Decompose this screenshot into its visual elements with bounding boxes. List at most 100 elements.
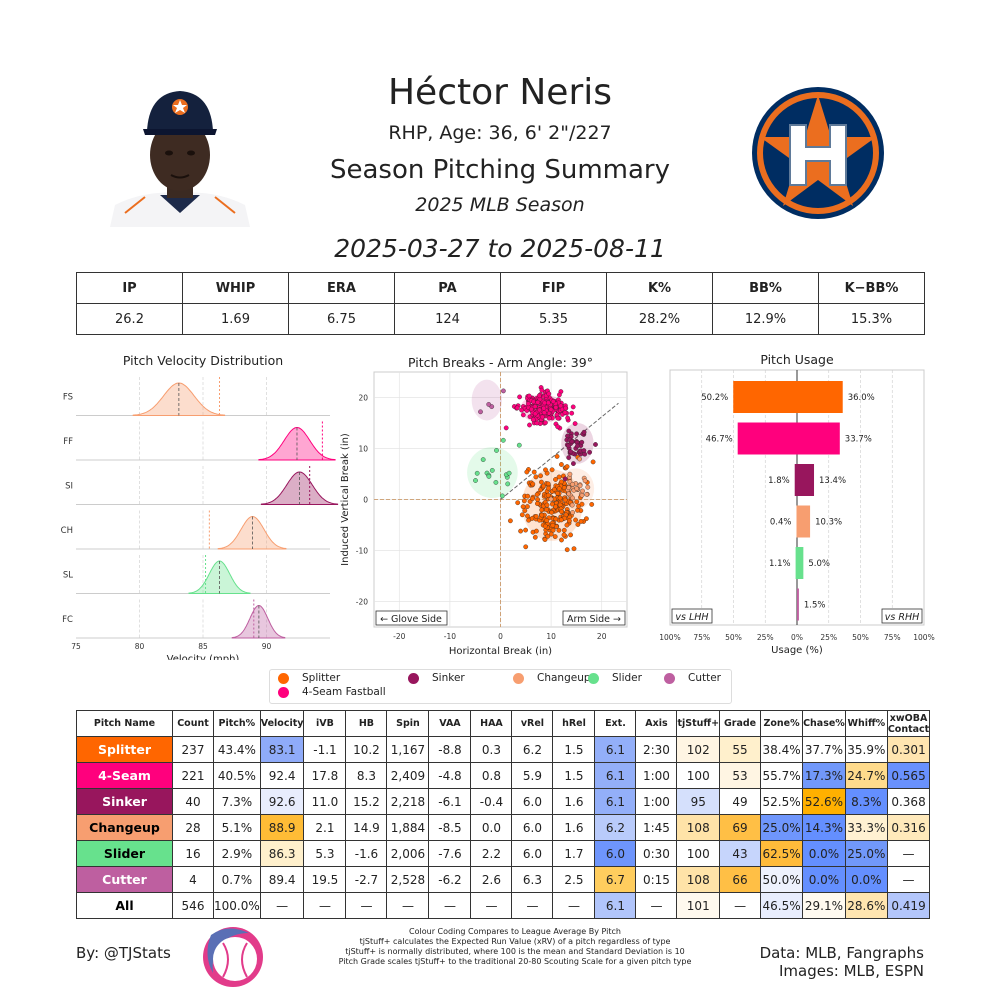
pitch-table-header: HB (345, 710, 388, 737)
usage-bar-rhh-Sinker (797, 464, 815, 496)
break-point-Splitter (549, 510, 555, 515)
break-point-Splitter (515, 500, 521, 506)
pitch-table-cell: — (719, 892, 762, 919)
rhh-label: vs RHH (885, 612, 919, 623)
pitch-table-cell: 2.5 (552, 866, 596, 893)
velocity-row-label: SI (65, 481, 73, 491)
pitch-table-cell: 40.5% (213, 762, 261, 789)
pitch-table-header: Whiff% (844, 710, 888, 737)
break-point-Slider (489, 468, 495, 473)
usage-label-rhh: 10.3% (815, 518, 842, 528)
break-point-Splitter (550, 522, 556, 528)
break-point-Splitter (508, 518, 513, 524)
velocity-row-label: CH (61, 526, 73, 536)
legend-swatch (278, 686, 289, 698)
velocity-tick-label: 80 (135, 642, 145, 651)
pitch-table-cell: 1.6 (552, 788, 596, 815)
pitch-table-cell: 0.0% (844, 866, 888, 893)
pitch-name-cell: All (76, 892, 173, 919)
pitch-table-cell: — (886, 866, 931, 893)
break-point-Splitter (542, 537, 548, 542)
author-credit: By: @TJStats (76, 944, 171, 962)
break-point-Splitter (544, 502, 550, 508)
footer-notes: Colour Coding Compares to League Average… (320, 927, 710, 967)
break-point-4-Seam (532, 404, 538, 409)
stat-header: IP (76, 272, 183, 304)
source-credits: Data: MLB, Fangraphs Images: MLB, ESPN (700, 944, 924, 980)
legend-item: Slider (588, 672, 642, 684)
break-point-Sinker (593, 442, 598, 447)
usage-bar-lhh-Splitter (733, 381, 797, 413)
break-point-Splitter (564, 547, 570, 553)
usage-axis-label: Usage (%) (771, 645, 823, 656)
pitch-table-cell: 24.7% (844, 762, 888, 789)
break-point-Splitter (550, 527, 556, 533)
legend-swatch (664, 672, 675, 684)
legend-item: 4-Seam Fastball (278, 686, 386, 698)
break-point-Changeup (584, 492, 590, 497)
usage-bar-rhh-Splitter (797, 381, 843, 413)
break-point-4-Seam (553, 405, 559, 410)
break-point-Splitter (568, 532, 573, 538)
pitch-name-cell: 4-Seam (76, 762, 173, 789)
stat-value: 15.3% (818, 303, 925, 335)
break-point-4-Seam (546, 415, 552, 421)
velocity-chart-title: Pitch Velocity Distribution (123, 353, 283, 368)
break-point-Sinker (569, 439, 575, 445)
tjstats-logo (203, 927, 263, 987)
pitch-table-cell: 35.9% (844, 736, 888, 763)
pitch-table-cell: — (552, 892, 596, 919)
usage-tick-label: 0% (791, 633, 803, 642)
usage-label-rhh: 36.0% (848, 393, 875, 403)
footer-note: tjStuff+ calculates the Expected Run Val… (359, 937, 671, 946)
break-y-tick: 20 (358, 394, 368, 403)
break-point-Changeup (567, 471, 573, 477)
break-point-Splitter (545, 481, 551, 487)
break-point-Splitter (553, 477, 558, 482)
pitch-break-chart: Pitch Breaks - Arm Angle: 39° -20 -10 0 10 20… (340, 355, 628, 657)
player-name: Héctor Neris (387, 72, 613, 113)
break-point-Splitter (533, 474, 539, 480)
break-point-4-Seam (529, 406, 534, 412)
pitch-table-row: Sinker 40 7.3% 92.6 11.0 15.2 2,218 -6.1 -0.4 6.0… (76, 788, 931, 815)
pitch-table-cell: 1.7 (552, 840, 596, 867)
break-point-Slider (474, 470, 480, 476)
stat-header: WHIP (182, 272, 289, 304)
pitch-table-cell: 108 (676, 814, 721, 841)
break-point-Splitter (556, 527, 562, 533)
break-point-Sinker (566, 455, 572, 460)
break-point-4-Seam (565, 415, 570, 421)
break-point-Splitter (564, 522, 570, 528)
break-x-tick: 20 (597, 632, 607, 641)
break-point-Splitter (559, 509, 564, 515)
pitch-table-cell: 0.3 (470, 736, 513, 763)
pitch-table-cell: -8.5 (428, 814, 472, 841)
pitch-table-header: xwOBA Contact (886, 710, 931, 737)
pitch-table-cell: 1,884 (386, 814, 430, 841)
pitch-table-cell: -7.6 (428, 840, 472, 867)
pitch-table-header: hRel (552, 710, 596, 737)
pitch-table-cell: — (259, 892, 305, 919)
break-point-4-Seam (555, 424, 561, 430)
pitch-table-cell: 43 (719, 840, 762, 867)
pitch-table-cell: 100.0% (213, 892, 261, 919)
pitch-table-cell: 55 (719, 736, 762, 763)
pitch-table-cell: 8.3 (345, 762, 388, 789)
break-point-Splitter (544, 507, 549, 512)
usage-tick-label: 100% (913, 633, 934, 642)
break-point-Splitter (578, 519, 584, 524)
break-point-4-Seam (557, 392, 562, 398)
break-point-Changeup (574, 486, 580, 491)
pitch-table-cell: 2,006 (386, 840, 430, 867)
break-point-4-Seam (530, 417, 536, 423)
pitch-table-cell: -0.4 (470, 788, 513, 815)
break-y-tick: -20 (356, 598, 368, 607)
break-point-4-Seam (526, 401, 531, 407)
pitch-table-cell: 19.5 (303, 866, 347, 893)
pitch-table-cell: 0.0% (802, 866, 846, 893)
pitch-table-cell: 0:15 (635, 866, 678, 893)
pitch-table-cell: 28 (172, 814, 214, 841)
break-point-Slider (473, 478, 478, 483)
break-point-Sinker (575, 443, 580, 449)
pitch-table-cell: — (511, 892, 554, 919)
